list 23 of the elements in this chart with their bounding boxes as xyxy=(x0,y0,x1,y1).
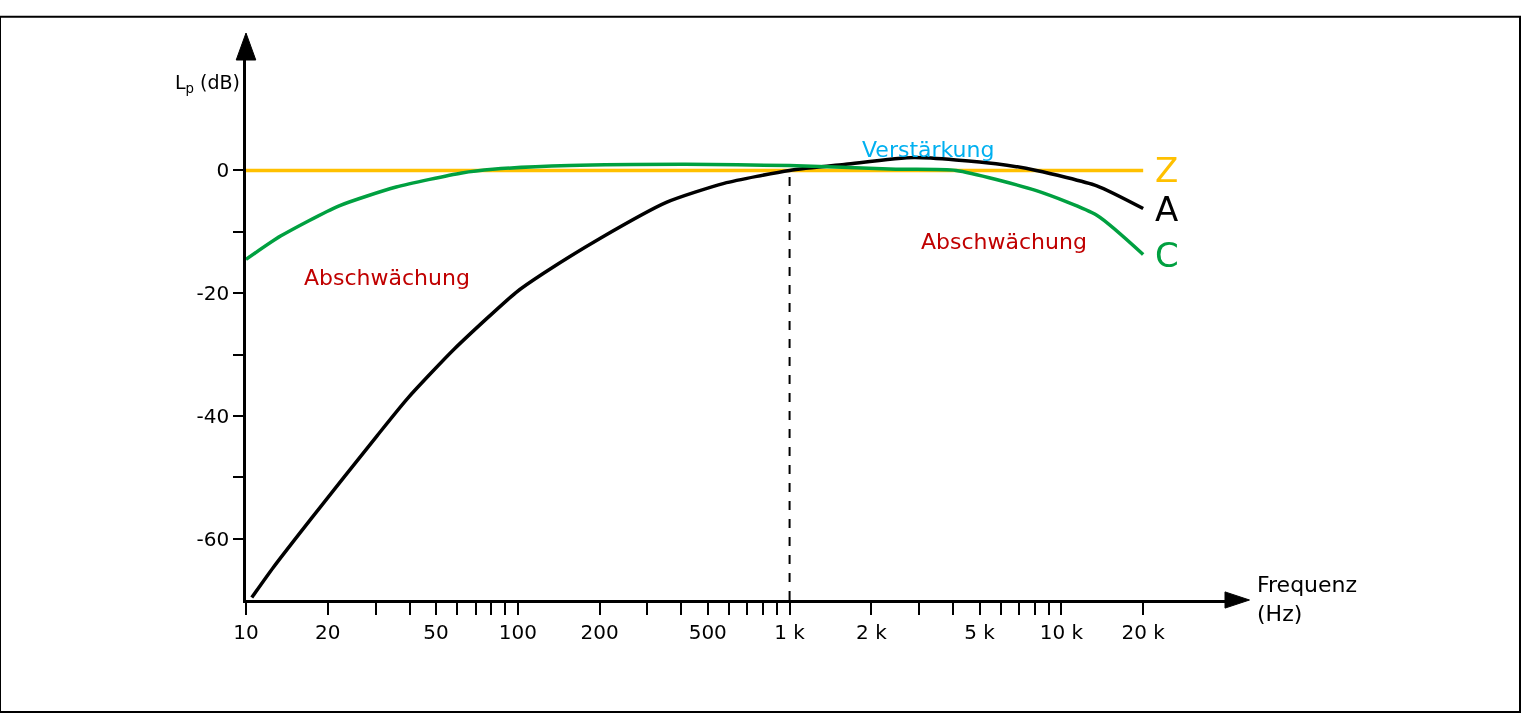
x-tick-label: 200 xyxy=(580,619,619,644)
x-tick-label: 20 k xyxy=(1121,619,1166,644)
x-tick-label: 2 k xyxy=(856,619,888,644)
x-tick-label: 5 k xyxy=(964,619,996,644)
x-tick-label: 500 xyxy=(688,619,727,644)
series-label: C xyxy=(1155,235,1179,275)
y-tick-label: -40 xyxy=(196,403,230,428)
x-axis-title: Frequenz (Hz) xyxy=(1257,572,1358,626)
annotation: Verstärkung xyxy=(862,137,995,162)
y-tick-label: 0 xyxy=(216,158,230,183)
x-tick-label: 1 k xyxy=(774,619,806,644)
x-tick-label: 100 xyxy=(498,619,537,644)
x-tick-label: 10 xyxy=(233,619,259,644)
y-tick-label: -60 xyxy=(196,526,230,551)
annotation: Abschwächung xyxy=(304,265,470,290)
x-tick-label: 50 xyxy=(423,619,449,644)
annotation: Abschwächung xyxy=(921,229,1087,254)
x-tick-label: 20 xyxy=(315,619,341,644)
series-label: A xyxy=(1155,189,1179,229)
x-tick-label: 10 k xyxy=(1039,619,1084,644)
y-tick-label: -20 xyxy=(196,281,230,306)
y-axis-title: L$_{p}$ (dB) xyxy=(175,71,241,96)
series-label: Z xyxy=(1155,150,1179,190)
